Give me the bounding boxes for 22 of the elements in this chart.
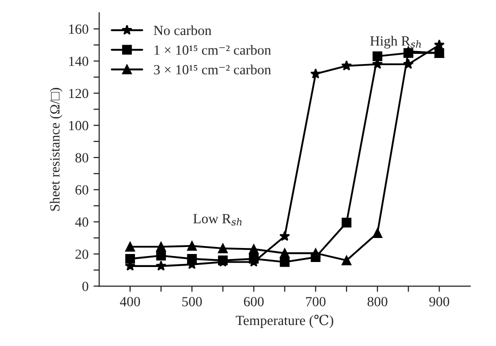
legend-label: No carbon bbox=[154, 25, 212, 36]
legend-label: 1 × 10¹⁵ cm⁻² carbon bbox=[154, 45, 271, 55]
y-tick-label: 140 bbox=[69, 56, 88, 66]
x-tick-label: 900 bbox=[429, 296, 450, 306]
y-tick-label: 0 bbox=[82, 282, 88, 292]
y-axis-title: Sheet resistance (Ω/□) bbox=[50, 88, 62, 211]
x-tick-label: 500 bbox=[182, 296, 202, 306]
x-axis-title: Temperature (℃) bbox=[236, 314, 334, 328]
x-tick-label: 600 bbox=[244, 296, 264, 306]
x-tick-label: 800 bbox=[368, 296, 388, 306]
y-tick-label: 160 bbox=[69, 24, 88, 34]
x-tick-label: 700 bbox=[306, 296, 326, 306]
y-tick-label: 100 bbox=[69, 120, 88, 130]
x-tick-label: 400 bbox=[120, 296, 140, 306]
y-tick-label: 60 bbox=[75, 185, 88, 195]
y-tick-label: 80 bbox=[75, 153, 88, 162]
annotation: Low R$_{sh}$ bbox=[193, 214, 242, 226]
y-tick-label: 40 bbox=[75, 217, 88, 227]
legend-label: 3 × 10¹⁵ cm⁻² carbon bbox=[154, 64, 271, 74]
y-tick-label: 20 bbox=[76, 250, 88, 259]
y-tick-label: 120 bbox=[69, 88, 88, 98]
annotation: High R$_{sh}$ bbox=[370, 36, 421, 49]
